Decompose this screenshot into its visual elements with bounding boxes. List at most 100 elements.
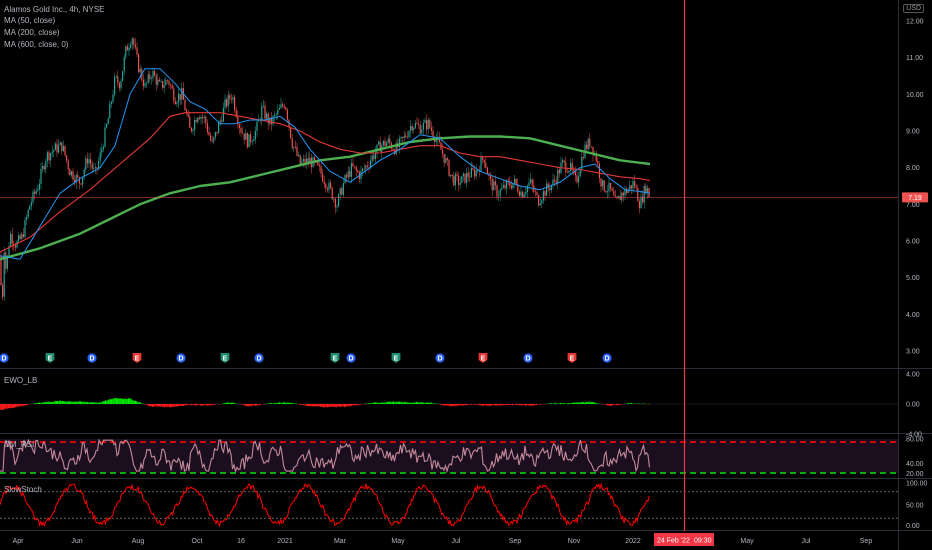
candle-body [152, 71, 154, 79]
candle-body [410, 126, 412, 132]
candle-body [280, 104, 282, 109]
candle-body [120, 81, 122, 89]
ma200-line [0, 112, 651, 253]
candle-body [387, 138, 389, 143]
svg-text:D: D [89, 356, 94, 363]
candle-body [483, 159, 485, 163]
stoch-tick-label: 50.00 [906, 503, 924, 510]
dividend-marker[interactable]: D [346, 353, 356, 363]
stoch-line [0, 482, 650, 528]
currency-badge[interactable]: USD [903, 4, 924, 13]
candle-body [61, 142, 63, 152]
candle-body [216, 131, 218, 134]
dividend-marker[interactable]: D [602, 353, 612, 363]
candle-body [187, 113, 189, 117]
candle-body [14, 245, 16, 248]
candle-body [645, 185, 647, 193]
candle-body [195, 120, 197, 123]
candle-body [582, 156, 584, 158]
candle-body [546, 183, 548, 196]
earnings-marker[interactable]: E [45, 353, 55, 363]
candle-body [395, 143, 397, 155]
svg-text:D: D [604, 356, 609, 363]
candle-body [637, 187, 639, 202]
stoch-label: SlowStoch [4, 485, 42, 494]
candle-body [589, 138, 591, 147]
candle-body [232, 97, 234, 100]
earnings-marker[interactable]: E [478, 353, 488, 363]
candle-body [475, 170, 477, 177]
candle-body [122, 71, 124, 82]
candle-body [534, 191, 536, 193]
candle-body [453, 176, 455, 186]
candle-body [133, 38, 135, 45]
candle-body [635, 186, 637, 188]
candle-body [134, 44, 136, 48]
candle-body [150, 78, 152, 80]
candle-body [486, 167, 488, 174]
earnings-marker[interactable]: E [330, 353, 340, 363]
candle-body [298, 154, 300, 156]
candle-body [502, 184, 504, 188]
earnings-marker[interactable]: E [567, 353, 577, 363]
earnings-marker[interactable]: E [132, 353, 142, 363]
candle-body [517, 184, 519, 192]
candle-body [118, 82, 120, 89]
candle-body [147, 74, 149, 83]
candle-body [403, 135, 405, 139]
candle-body [78, 177, 80, 184]
candle-body [275, 114, 277, 115]
candle-body [110, 101, 112, 104]
candle-body [294, 146, 296, 148]
candle-body [96, 167, 98, 169]
candle-body [378, 141, 380, 145]
candle-body [262, 105, 264, 107]
candle-body [629, 185, 631, 190]
candle-body [509, 181, 511, 186]
candle-body [515, 178, 517, 185]
candle-body [251, 141, 253, 142]
dividend-marker[interactable]: D [523, 353, 533, 363]
candle-body [42, 165, 44, 169]
candle-body [104, 127, 106, 147]
candle-body [493, 181, 495, 191]
candle-body [450, 174, 452, 176]
candle-body [454, 174, 456, 186]
candle-body [565, 161, 567, 172]
candle-body [494, 181, 496, 186]
earnings-marker[interactable]: E [220, 353, 230, 363]
candle-body [123, 57, 125, 72]
time-tick-label: 2021 [277, 538, 293, 545]
earnings-marker[interactable]: E [391, 353, 401, 363]
candle-body [70, 171, 72, 176]
candle-body [426, 120, 428, 130]
candle-body [10, 233, 12, 247]
candle-body [18, 235, 20, 242]
candle-body [573, 169, 575, 172]
candle-body [91, 164, 93, 169]
time-tick-label: Jun [71, 538, 82, 545]
candle-body [261, 106, 263, 121]
dividend-marker[interactable]: D [254, 353, 264, 363]
dividend-marker[interactable]: D [176, 353, 186, 363]
candle-body [514, 178, 516, 184]
ma50-line [0, 68, 651, 260]
candle-body [466, 172, 468, 183]
candle-body [166, 80, 168, 81]
cursor-date-label: 24 Feb '22 [657, 538, 690, 545]
time-tick-label: Nov [568, 538, 581, 545]
candle-body [557, 169, 559, 184]
candle-body [562, 160, 564, 163]
candle-body [160, 81, 162, 82]
dividend-marker[interactable]: D [87, 353, 97, 363]
dividend-marker[interactable]: D [0, 353, 9, 363]
candle-body [416, 123, 418, 125]
candle-body [501, 187, 503, 190]
candle-body [622, 192, 624, 196]
candle-body [224, 99, 226, 108]
candle-body [181, 88, 183, 100]
rsi-tick-label: 40.00 [906, 461, 924, 468]
dividend-marker[interactable]: D [435, 353, 445, 363]
candle-body [354, 166, 356, 167]
